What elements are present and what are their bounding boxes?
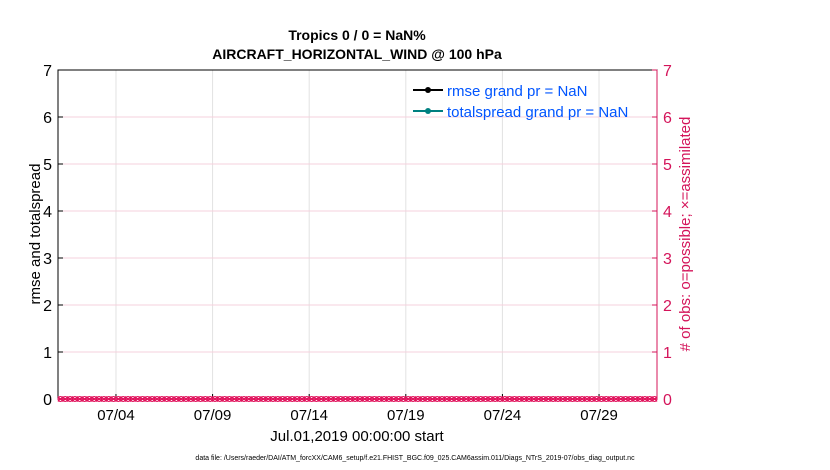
x-tick-label: 07/14	[290, 407, 328, 424]
legend-rmse-label: rmse grand pr = NaN	[447, 83, 587, 100]
legend: rmse grand pr = NaN totalspread grand pr…	[413, 83, 628, 121]
y-axis-label-left: rmse and totalspread	[27, 164, 44, 305]
y-tick-label-left: 1	[43, 345, 52, 362]
y-tick-label-right: 5	[663, 157, 672, 174]
y-tick-label-left: 6	[43, 110, 52, 127]
x-tick-label: 07/19	[387, 407, 425, 424]
y-tick-label-left: 3	[43, 251, 52, 268]
legend-spread-marker	[425, 108, 431, 114]
y-tick-label-left: 0	[43, 392, 52, 409]
y-tick-label-right: 2	[663, 298, 672, 315]
y-tick-label-right: 6	[663, 110, 672, 127]
legend-spread-label: totalspread grand pr = NaN	[447, 104, 628, 121]
x-tick-label: 07/24	[484, 407, 522, 424]
x-tick-label: 07/09	[194, 407, 232, 424]
footer-data-file: data file: /Users/raeder/DAI/ATM_forcXX/…	[195, 455, 635, 462]
y-tick-label-right: 1	[663, 345, 672, 362]
y-tick-label-left: 4	[43, 204, 52, 221]
y-tick-label-right: 7	[663, 63, 672, 80]
grid	[58, 70, 657, 399]
title-line-1: Tropics 0 / 0 = NaN%	[288, 27, 426, 43]
title-line-2: AIRCRAFT_HORIZONTAL_WIND @ 100 hPa	[212, 46, 502, 62]
x-axis-label: Jul.01,2019 00:00:00 start	[270, 428, 444, 445]
y-axis-label-right: # of obs: o=possible; ×=assimilated	[677, 117, 694, 352]
x-tick-label: 07/29	[580, 407, 618, 424]
y-tick-label-right: 3	[663, 251, 672, 268]
y-tick-label-left: 5	[43, 157, 52, 174]
y-tick-label-left: 2	[43, 298, 52, 315]
legend-rmse-marker	[425, 87, 431, 93]
obs-markers	[57, 396, 658, 402]
x-tick-label: 07/04	[97, 407, 135, 424]
y-tick-label-right: 0	[663, 392, 672, 409]
y-tick-label-left: 7	[43, 63, 52, 80]
y-tick-label-right: 4	[663, 204, 672, 221]
